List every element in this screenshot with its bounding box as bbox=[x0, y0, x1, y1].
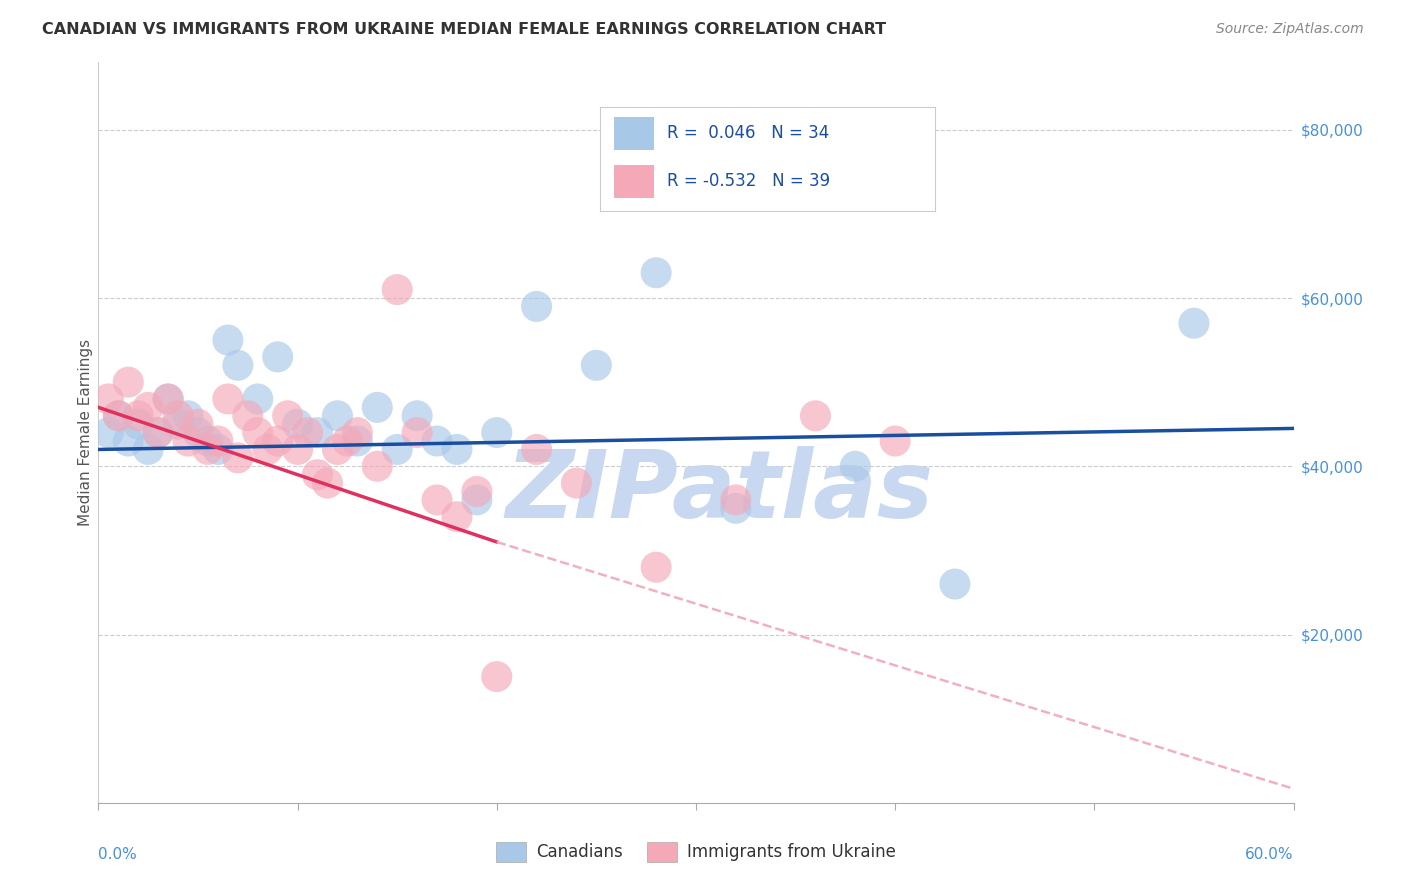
Point bbox=[346, 434, 368, 448]
Point bbox=[107, 409, 129, 423]
Point bbox=[366, 459, 388, 474]
Point bbox=[267, 434, 290, 448]
Point bbox=[117, 434, 139, 448]
Text: 60.0%: 60.0% bbox=[1246, 847, 1294, 863]
Point bbox=[485, 425, 508, 440]
Point bbox=[197, 442, 219, 457]
Text: Source: ZipAtlas.com: Source: ZipAtlas.com bbox=[1216, 22, 1364, 37]
Point bbox=[326, 409, 349, 423]
Point bbox=[177, 434, 200, 448]
Point bbox=[277, 409, 299, 423]
Point bbox=[385, 442, 409, 457]
Point bbox=[565, 476, 588, 491]
Point bbox=[236, 409, 259, 423]
Point bbox=[148, 425, 170, 440]
Point bbox=[585, 359, 607, 373]
Point bbox=[446, 509, 468, 524]
Point bbox=[724, 492, 747, 507]
Point bbox=[136, 401, 159, 415]
Legend: Canadians, Immigrants from Ukraine: Canadians, Immigrants from Ukraine bbox=[489, 835, 903, 869]
Point bbox=[446, 442, 468, 457]
Point bbox=[485, 670, 508, 684]
Point bbox=[426, 492, 449, 507]
Point bbox=[465, 484, 488, 499]
Point bbox=[167, 409, 190, 423]
Point bbox=[187, 417, 209, 432]
Point bbox=[287, 442, 309, 457]
Point bbox=[287, 417, 309, 432]
Point bbox=[1182, 316, 1205, 330]
Point bbox=[127, 417, 149, 432]
Point bbox=[326, 442, 349, 457]
Point bbox=[136, 442, 159, 457]
Point bbox=[246, 425, 269, 440]
Point bbox=[197, 434, 219, 448]
Point bbox=[97, 425, 120, 440]
Point bbox=[256, 442, 278, 457]
Text: ZIPatlas: ZIPatlas bbox=[506, 446, 934, 538]
Point bbox=[297, 425, 319, 440]
Point bbox=[346, 425, 368, 440]
Point bbox=[226, 359, 249, 373]
Point bbox=[844, 459, 866, 474]
Point bbox=[157, 392, 180, 406]
Point bbox=[226, 450, 249, 465]
Point bbox=[526, 300, 548, 314]
Point bbox=[307, 425, 329, 440]
Point bbox=[724, 501, 747, 516]
Point bbox=[148, 425, 170, 440]
Point bbox=[307, 467, 329, 482]
Point bbox=[117, 375, 139, 389]
Point bbox=[97, 392, 120, 406]
Text: CANADIAN VS IMMIGRANTS FROM UKRAINE MEDIAN FEMALE EARNINGS CORRELATION CHART: CANADIAN VS IMMIGRANTS FROM UKRAINE MEDI… bbox=[42, 22, 886, 37]
Point bbox=[187, 425, 209, 440]
Point bbox=[127, 409, 149, 423]
Point bbox=[217, 333, 239, 347]
Point bbox=[157, 392, 180, 406]
Text: 0.0%: 0.0% bbox=[98, 847, 138, 863]
Point bbox=[385, 283, 409, 297]
Point bbox=[246, 392, 269, 406]
Point bbox=[645, 266, 668, 280]
Point bbox=[207, 434, 229, 448]
Point bbox=[804, 409, 827, 423]
Point bbox=[267, 350, 290, 364]
Point bbox=[107, 409, 129, 423]
Point bbox=[177, 409, 200, 423]
Point bbox=[465, 492, 488, 507]
Point bbox=[943, 577, 966, 591]
Point bbox=[217, 392, 239, 406]
Point bbox=[207, 442, 229, 457]
Point bbox=[645, 560, 668, 574]
Point bbox=[426, 434, 449, 448]
Point bbox=[884, 434, 907, 448]
Point bbox=[366, 401, 388, 415]
Point bbox=[406, 409, 429, 423]
Point bbox=[406, 425, 429, 440]
Y-axis label: Median Female Earnings: Median Female Earnings bbox=[77, 339, 93, 526]
Point bbox=[167, 417, 190, 432]
Point bbox=[526, 442, 548, 457]
Point bbox=[336, 434, 359, 448]
Point bbox=[316, 476, 339, 491]
